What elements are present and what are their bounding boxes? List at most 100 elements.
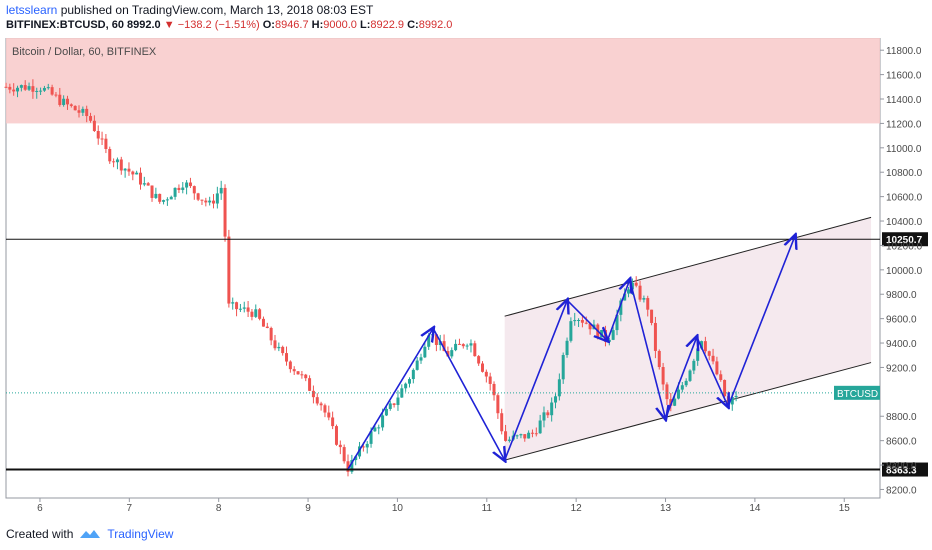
candle-body bbox=[584, 322, 588, 324]
candle-body bbox=[338, 444, 342, 448]
candle-body bbox=[104, 138, 108, 150]
candle-body bbox=[407, 379, 411, 384]
candle-body bbox=[150, 185, 154, 198]
candle-body bbox=[577, 320, 581, 322]
candle-body bbox=[653, 322, 657, 351]
candle-body bbox=[361, 446, 365, 448]
candle-body bbox=[400, 388, 404, 398]
candle-body bbox=[373, 427, 377, 432]
price-chart[interactable]: Bitcoin / Dollar, 60, BITFINEX 10250.7 836… bbox=[0, 38, 932, 518]
y-tick-label: 8800.0 bbox=[886, 412, 917, 423]
high-value: 9000.0 bbox=[323, 19, 357, 31]
candle-body bbox=[89, 116, 93, 121]
symbol-tag bbox=[834, 385, 880, 400]
candle-body bbox=[231, 302, 235, 304]
high-label: H: bbox=[311, 19, 324, 31]
candle-body bbox=[258, 309, 262, 319]
tradingview-link[interactable]: TradingView bbox=[107, 527, 174, 541]
candle-body bbox=[434, 334, 438, 345]
candle-body bbox=[123, 168, 127, 171]
candle-body bbox=[96, 131, 100, 139]
candle-body bbox=[550, 402, 554, 416]
candle-body bbox=[69, 104, 73, 106]
candle-body bbox=[242, 307, 246, 309]
candle-body bbox=[465, 345, 469, 347]
candle-body bbox=[615, 314, 619, 331]
y-tick-label: 10400.0 bbox=[886, 217, 923, 228]
candle-body bbox=[573, 320, 577, 322]
candle-body bbox=[265, 326, 269, 328]
open-value: 8946.7 bbox=[274, 19, 309, 31]
level-price-label: 10250.7 bbox=[886, 235, 923, 246]
candle-body bbox=[327, 412, 331, 418]
created-with-label: Created with bbox=[6, 527, 74, 541]
candle-body bbox=[454, 343, 458, 351]
candle-body bbox=[392, 403, 396, 405]
candle-body bbox=[634, 282, 638, 286]
candle-body bbox=[534, 433, 538, 435]
low-value: 8922.9 bbox=[370, 19, 405, 31]
candle-body bbox=[707, 351, 711, 356]
close-label: C: bbox=[407, 19, 419, 31]
candle-body bbox=[546, 412, 550, 416]
candle-body bbox=[65, 98, 69, 105]
candle-body bbox=[627, 289, 631, 294]
candle-body bbox=[196, 193, 200, 200]
candle-body bbox=[277, 346, 281, 349]
candle-body bbox=[492, 383, 496, 396]
candle-body bbox=[285, 353, 289, 362]
candle-body bbox=[384, 408, 388, 416]
candle-body bbox=[288, 361, 292, 370]
level-price-label: 8363.3 bbox=[886, 466, 917, 477]
candle-body bbox=[469, 343, 473, 346]
candle-body bbox=[138, 172, 142, 185]
candle-body bbox=[208, 200, 212, 203]
candle-body bbox=[235, 302, 239, 310]
y-tick-label: 10000.0 bbox=[886, 266, 923, 277]
candle-body bbox=[281, 346, 285, 354]
candle-body bbox=[415, 360, 419, 370]
candle-body bbox=[238, 308, 242, 310]
y-tick-label: 9800.0 bbox=[886, 290, 917, 301]
candle-body bbox=[557, 379, 561, 397]
open-label: O: bbox=[262, 19, 275, 31]
y-tick-label: 11400.0 bbox=[886, 95, 922, 106]
candle-body bbox=[538, 420, 542, 434]
resistance-zone bbox=[6, 38, 880, 124]
candle-body bbox=[269, 327, 273, 341]
x-tick-label: 11 bbox=[482, 503, 493, 514]
candle-body bbox=[27, 86, 31, 90]
candle-body bbox=[661, 367, 665, 385]
candle-body bbox=[350, 460, 354, 472]
candle-body bbox=[684, 380, 688, 386]
candle-body bbox=[515, 435, 519, 437]
candle-body bbox=[723, 379, 727, 397]
candle-body bbox=[480, 363, 484, 372]
candle-body bbox=[181, 187, 185, 191]
candle-body bbox=[311, 390, 315, 398]
y-tick-label: 10200.0 bbox=[886, 241, 923, 252]
candle-body bbox=[396, 397, 400, 405]
candle-body bbox=[227, 236, 231, 304]
candle-body bbox=[450, 350, 454, 357]
candle-body bbox=[680, 385, 684, 390]
candle-body bbox=[81, 108, 85, 113]
candle-body bbox=[173, 187, 177, 197]
candle-body bbox=[442, 341, 446, 352]
y-tick-label: 11200.0 bbox=[886, 119, 922, 130]
x-tick-label: 9 bbox=[305, 503, 311, 514]
candle-body bbox=[642, 298, 646, 300]
candle-body bbox=[369, 431, 373, 444]
y-tick-label: 11800.0 bbox=[886, 46, 922, 57]
candle-body bbox=[665, 384, 669, 400]
candle-body bbox=[580, 320, 584, 323]
author-link[interactable]: letsslearn bbox=[6, 3, 58, 17]
footer: Created with TradingView bbox=[6, 527, 173, 541]
x-tick-label: 15 bbox=[839, 503, 851, 514]
candle-body bbox=[46, 87, 50, 89]
candle-body bbox=[254, 309, 258, 317]
candle-body bbox=[323, 405, 327, 413]
projection-arrow bbox=[347, 328, 433, 470]
published-text: published on TradingView.com, March 13, … bbox=[60, 3, 374, 17]
candle-body bbox=[62, 98, 66, 105]
